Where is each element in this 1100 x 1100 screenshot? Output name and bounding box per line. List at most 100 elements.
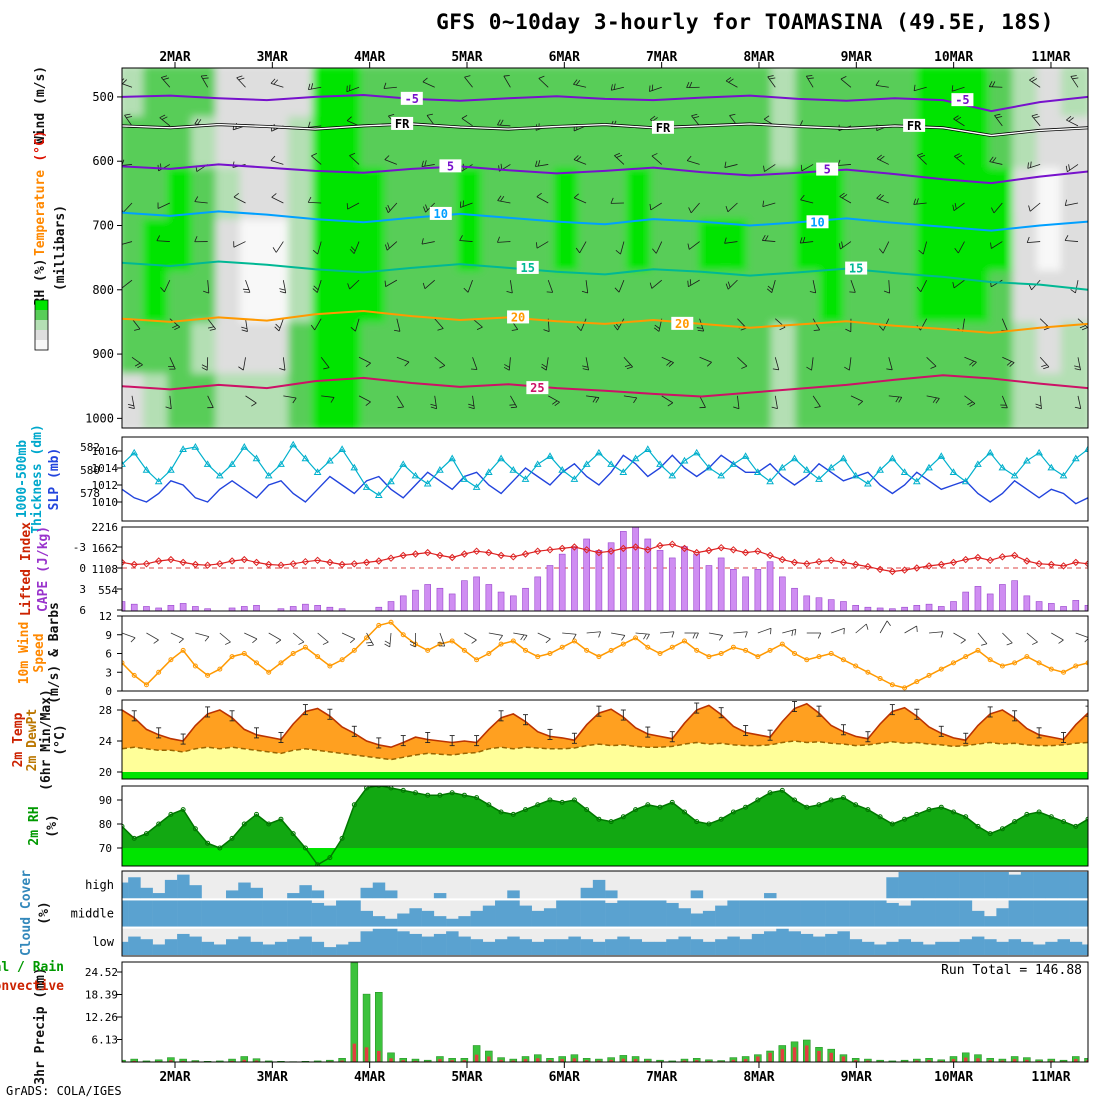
svg-text:11MAR: 11MAR [1031, 50, 1070, 65]
svg-text:24: 24 [99, 735, 113, 748]
svg-text:554: 554 [98, 584, 118, 597]
svg-text:(m/s) & Barbs: (m/s) & Barbs [47, 602, 62, 704]
svg-text:700: 700 [92, 219, 114, 233]
svg-text:10MAR: 10MAR [934, 50, 973, 65]
svg-text:1108: 1108 [92, 563, 119, 576]
svg-text:(%): (%) [45, 814, 60, 837]
svg-text:11MAR: 11MAR [1031, 1070, 1070, 1085]
svg-text:15: 15 [849, 262, 863, 276]
svg-text:Wind (m/s): Wind (m/s) [33, 66, 48, 144]
chart-title: GFS 0~10day 3-hourly for TOAMASINA (49.5… [436, 10, 1054, 34]
svg-text:(6hr Min/Max): (6hr Min/Max) [39, 689, 54, 791]
svg-text:12.26: 12.26 [85, 1011, 118, 1024]
panel-2m-temp [122, 701, 1088, 779]
grads-credit: GrADS: COLA/IGES [6, 1084, 122, 1098]
svg-text:9: 9 [105, 629, 112, 642]
panel-cloud-cover [122, 871, 1088, 956]
svg-text:12: 12 [99, 610, 112, 623]
svg-text:Thickness (dm): Thickness (dm) [30, 424, 45, 534]
svg-text:3MAR: 3MAR [257, 1070, 288, 1085]
svg-text:Run Total = 146.88: Run Total = 146.88 [941, 963, 1082, 978]
svg-text:high: high [85, 878, 114, 892]
svg-text:FR: FR [395, 117, 410, 131]
svg-text:Temperature: Temperature [33, 170, 48, 256]
svg-text:5: 5 [824, 163, 831, 177]
svg-text:6MAR: 6MAR [549, 50, 580, 65]
svg-text:-5: -5 [405, 92, 419, 106]
svg-text:28: 28 [99, 704, 112, 717]
svg-text:Cloud Cover: Cloud Cover [19, 870, 34, 956]
svg-text:3MAR: 3MAR [257, 50, 288, 65]
svg-text:1016: 1016 [92, 445, 119, 458]
svg-text:1010: 1010 [92, 496, 119, 509]
svg-text:2MAR: 2MAR [159, 50, 190, 65]
svg-text:5: 5 [447, 159, 454, 173]
svg-text:0: 0 [79, 562, 86, 575]
svg-text:2MAR: 2MAR [159, 1070, 190, 1085]
svg-text:2m RH: 2m RH [27, 806, 42, 845]
panel-cape-li [122, 527, 1088, 611]
svg-text:5MAR: 5MAR [451, 50, 482, 65]
svg-text:4MAR: 4MAR [354, 50, 385, 65]
svg-text:9MAR: 9MAR [841, 1070, 872, 1085]
svg-text:8MAR: 8MAR [743, 50, 774, 65]
svg-text:Lifted Index: Lifted Index [19, 522, 34, 616]
svg-text:25: 25 [530, 381, 544, 395]
svg-text:578: 578 [80, 487, 100, 500]
svg-text:6.13: 6.13 [92, 1033, 119, 1046]
svg-text:10: 10 [434, 207, 448, 221]
svg-text:low: low [92, 935, 114, 949]
svg-text:-3: -3 [73, 541, 86, 554]
svg-text:500: 500 [92, 90, 114, 104]
svg-text:1000: 1000 [85, 411, 114, 425]
upper-wind-barbs [122, 75, 1088, 410]
svg-text:2216: 2216 [92, 521, 119, 534]
svg-text:582: 582 [80, 441, 100, 454]
panel-slp-thickness [122, 440, 1088, 505]
svg-text:70: 70 [99, 842, 112, 855]
svg-text:5MAR: 5MAR [451, 1070, 482, 1085]
svg-text:4MAR: 4MAR [354, 1070, 385, 1085]
svg-text:FR: FR [907, 119, 922, 133]
svg-text:1014: 1014 [92, 462, 119, 475]
svg-text:FR: FR [656, 121, 671, 135]
svg-text:90: 90 [99, 794, 112, 807]
svg-text:(%): (%) [37, 901, 52, 924]
svg-text:18.39: 18.39 [85, 988, 118, 1001]
surface-wind-barbs [122, 620, 1088, 648]
svg-text:(°C): (°C) [33, 130, 48, 161]
svg-text:6MAR: 6MAR [549, 1070, 580, 1085]
panel-2m-rh [122, 786, 1088, 866]
svg-text:1662: 1662 [92, 542, 119, 555]
svg-text:800: 800 [92, 283, 114, 297]
panel-upper-air: -5 -5 FR FR FR 5 5 10 10 15 15 20 20 25 [122, 68, 1088, 428]
svg-text:20: 20 [511, 310, 525, 324]
panel-precip [122, 962, 1088, 1062]
svg-text:580: 580 [80, 464, 100, 477]
svg-text:10m Wind: 10m Wind [17, 622, 32, 685]
svg-text:1000-500mb: 1000-500mb [15, 440, 30, 518]
svg-text:Total / Rain: Total / Rain [0, 960, 64, 975]
svg-text:3hr Precip (mm): 3hr Precip (mm) [33, 967, 48, 1084]
svg-text:3: 3 [105, 666, 112, 679]
svg-text:1012: 1012 [92, 479, 119, 492]
svg-text:RH (%): RH (%) [33, 259, 48, 306]
svg-text:2m Temp: 2m Temp [11, 712, 26, 767]
svg-text:600: 600 [92, 154, 114, 168]
svg-text:(°C): (°C) [53, 724, 68, 755]
svg-text:SLP (mb): SLP (mb) [47, 448, 62, 511]
svg-text:3: 3 [79, 583, 86, 596]
svg-text:20: 20 [99, 766, 112, 779]
svg-text:10MAR: 10MAR [934, 1070, 973, 1085]
svg-text:middle: middle [71, 907, 114, 921]
svg-text:24.52: 24.52 [85, 966, 118, 979]
svg-text:6: 6 [79, 604, 86, 617]
svg-text:0: 0 [105, 685, 112, 698]
svg-text:8MAR: 8MAR [743, 1070, 774, 1085]
svg-text:7MAR: 7MAR [646, 1070, 677, 1085]
svg-text:900: 900 [92, 347, 114, 361]
svg-text:Convective: Convective [0, 979, 64, 994]
svg-text:2m DewPt: 2m DewPt [25, 709, 40, 772]
